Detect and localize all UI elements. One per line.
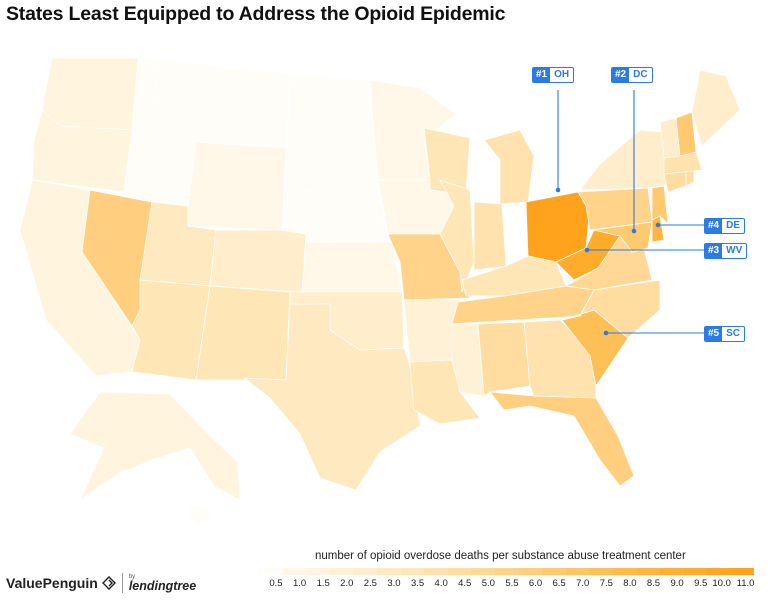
state-HI (187, 505, 213, 525)
legend-swatch (542, 568, 566, 575)
legend-swatch (565, 568, 590, 575)
legend-color-bar (259, 568, 755, 575)
state-MS (451, 323, 485, 397)
legend-tick-label: 8.0 (623, 578, 637, 589)
callout-dot-oh (555, 187, 561, 193)
state-WY (187, 141, 287, 231)
valuepenguin-logo-icon (101, 576, 116, 590)
page-title: States Least Equipped to Address the Opi… (6, 3, 506, 25)
legend-tick-label: 1.5 (316, 578, 330, 589)
legend-tick-label: 7.5 (599, 578, 613, 589)
legend-swatch (447, 568, 472, 575)
legend-swatch (471, 568, 495, 575)
legend-swatch (424, 568, 448, 575)
callout-rank: #3 (705, 244, 723, 258)
legend-tick-label: 4.0 (434, 578, 448, 589)
legend-swatch (636, 568, 661, 575)
lendingtree-logo-text: lendingtree (128, 578, 197, 593)
legend-tick-label: 3.5 (410, 578, 425, 589)
legend-ticks: 0.5 1.0 1.5 2.0 2.5 3.0 3.5 4.0 4.5 5.0 5.5 6.0 6.5 7… (259, 578, 754, 589)
legend-tick-label: 5.0 (481, 578, 495, 589)
legend-swatch (400, 568, 425, 575)
state-KS (301, 241, 403, 293)
callout-state: DE (726, 220, 741, 231)
legend-tick-label: 11.0 (736, 578, 755, 589)
legend-swatch (259, 568, 283, 575)
state-TX (242, 303, 421, 491)
callout-dot-de (655, 222, 661, 228)
legend-swatch (612, 568, 637, 575)
state-RI (685, 169, 695, 187)
callout-rank: #5 (705, 327, 723, 341)
legend-tick-label: 9.0 (670, 578, 684, 589)
state-MI (483, 129, 535, 205)
legend-swatch (376, 568, 401, 575)
legend-tick-label: 2.0 (340, 578, 354, 589)
legend-tick-label: 6.0 (528, 578, 543, 589)
legend-swatch (518, 568, 543, 575)
callout-rank: #4 (705, 219, 723, 233)
legend-swatch (353, 568, 377, 575)
callout-state: DC (633, 69, 648, 80)
legend-swatch (683, 568, 708, 575)
lendingtree-logo: by lendingtree (129, 574, 196, 593)
legend-swatch (730, 568, 755, 575)
state-NY (579, 129, 673, 191)
legend-swatch (707, 568, 731, 575)
legend-tick-label: 3.0 (387, 578, 401, 589)
callout-tag-wv: #3 WV (704, 243, 748, 259)
callout-dot-wv (584, 247, 590, 253)
legend-tick-label: 1.0 (292, 578, 307, 589)
callout-tag-de: #4 DE (704, 218, 746, 234)
legend-swatch (329, 568, 354, 575)
legend-tick-label: 6.5 (552, 578, 566, 589)
state-DE (651, 215, 665, 243)
state-KY (461, 255, 567, 297)
us-choropleth-map (19, 57, 741, 525)
callout-state: SC (726, 328, 741, 339)
brand-divider (121, 573, 123, 593)
legend-tick-label: 5.5 (505, 578, 519, 589)
legend-tick-label: 10.0 (712, 578, 731, 589)
legend-swatch (494, 568, 519, 575)
state-CO (209, 229, 307, 293)
callout-tag-oh: #1 OH (532, 67, 575, 83)
state-SD (283, 129, 379, 195)
legend-tick-label: 0.5 (269, 578, 283, 589)
legend-tick-label: 7.0 (576, 578, 590, 589)
state-NM (195, 285, 291, 381)
callout-tag-sc: #5 SC (704, 326, 746, 342)
legend-swatch (282, 568, 307, 575)
legend-swatch (306, 568, 330, 575)
callout-dot-dc (631, 228, 637, 234)
callout-dot-sc (603, 330, 609, 336)
state-FL (489, 391, 635, 487)
state-ME (691, 69, 741, 147)
callout-state: OH (554, 69, 570, 80)
state-AL (477, 321, 531, 397)
legend-tick-label: 9.5 (694, 578, 708, 589)
state-WA (41, 57, 139, 131)
state-IL (439, 179, 475, 293)
brand-footer: ValuePenguin by lendingtree (6, 573, 196, 593)
callout-rank: #2 (612, 68, 630, 82)
state-NH (675, 111, 697, 157)
legend-swatch (660, 568, 684, 575)
valuepenguin-logo-text: ValuePenguin (6, 575, 98, 591)
callout-lines (555, 90, 704, 336)
callout-tag-dc: #2 DC (611, 67, 653, 83)
legend-tick-label: 2.5 (363, 578, 377, 589)
legend-tick-label: 4.5 (458, 578, 472, 589)
state-IN (473, 201, 507, 271)
legend-title: number of opioid overdose deaths per sub… (315, 550, 686, 562)
callout-state: WV (726, 245, 743, 256)
state-AK (69, 391, 241, 502)
lendingtree-by: by (128, 573, 136, 580)
legend-swatch (589, 568, 613, 575)
callout-rank: #1 (533, 68, 551, 82)
state-ND (287, 73, 375, 135)
state-MN (369, 79, 457, 181)
legend-tick-label: 8.5 (646, 578, 661, 589)
